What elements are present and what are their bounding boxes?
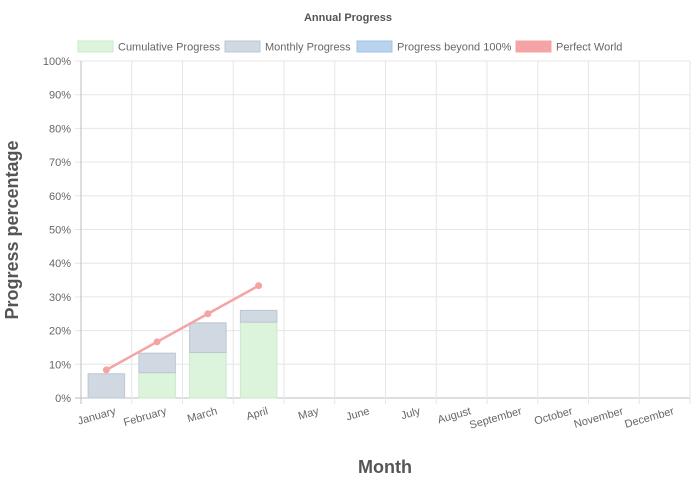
legend-swatch[interactable] bbox=[515, 40, 552, 53]
bar[interactable] bbox=[138, 352, 176, 374]
x-tick-label: November bbox=[573, 405, 625, 431]
x-axis-title: Month bbox=[358, 457, 412, 477]
grid bbox=[75, 60, 691, 404]
bars bbox=[87, 309, 278, 399]
line-point[interactable] bbox=[255, 282, 263, 290]
bar[interactable] bbox=[189, 352, 227, 399]
line-point[interactable] bbox=[204, 310, 212, 318]
y-tick-label: 60% bbox=[49, 191, 71, 203]
legend: Cumulative Progress Monthly Progress Progr… bbox=[77, 40, 622, 54]
x-tick-label: July bbox=[400, 405, 423, 422]
y-tick-label: 50% bbox=[49, 225, 71, 237]
legend-label[interactable]: Cumulative Progress bbox=[118, 42, 221, 54]
bar[interactable] bbox=[138, 372, 176, 399]
bar[interactable] bbox=[239, 321, 278, 399]
bar[interactable] bbox=[87, 373, 126, 399]
line-point[interactable] bbox=[153, 338, 161, 346]
y-axis-ticks: 0% 10% 20% 30% 40% 50% 60% 70% 80% 90% 100% bbox=[43, 56, 71, 405]
x-tick-label: September bbox=[468, 405, 523, 431]
legend-swatch[interactable] bbox=[77, 40, 114, 53]
legend-swatch[interactable] bbox=[356, 40, 393, 53]
y-tick-label: 30% bbox=[49, 292, 71, 304]
y-tick-label: 10% bbox=[49, 359, 71, 371]
x-tick-label: January bbox=[76, 405, 117, 427]
line-path bbox=[105, 284, 260, 372]
x-tick-label: October bbox=[533, 405, 574, 427]
bar[interactable] bbox=[239, 309, 278, 323]
y-tick-label: 0% bbox=[55, 393, 71, 405]
y-tick-label: 100% bbox=[43, 56, 71, 68]
x-tick-label: August bbox=[436, 405, 472, 426]
y-axis-title: Progress percentage bbox=[2, 140, 22, 319]
x-axis-ticks: January February March April May June July Augu… bbox=[76, 405, 675, 432]
legend-label[interactable]: Progress beyond 100% bbox=[397, 42, 512, 54]
x-tick-label: December bbox=[623, 405, 675, 431]
x-tick-label: May bbox=[297, 405, 321, 422]
line-point[interactable] bbox=[102, 366, 110, 374]
legend-label[interactable]: Perfect World bbox=[556, 42, 622, 54]
legend-swatch[interactable] bbox=[224, 40, 261, 53]
legend-label[interactable]: Monthly Progress bbox=[265, 42, 351, 54]
line-series bbox=[102, 282, 263, 374]
bar[interactable] bbox=[189, 322, 227, 354]
x-tick-label: June bbox=[345, 405, 371, 423]
chart-title: Annual Progress bbox=[304, 12, 392, 24]
x-tick-label: February bbox=[122, 405, 168, 429]
x-tick-label: April bbox=[245, 405, 269, 423]
y-tick-label: 80% bbox=[49, 123, 71, 135]
y-tick-label: 70% bbox=[49, 157, 71, 169]
y-tick-label: 90% bbox=[49, 90, 71, 102]
x-tick-label: March bbox=[186, 405, 219, 425]
y-tick-label: 40% bbox=[49, 258, 71, 270]
y-tick-label: 20% bbox=[49, 326, 71, 338]
